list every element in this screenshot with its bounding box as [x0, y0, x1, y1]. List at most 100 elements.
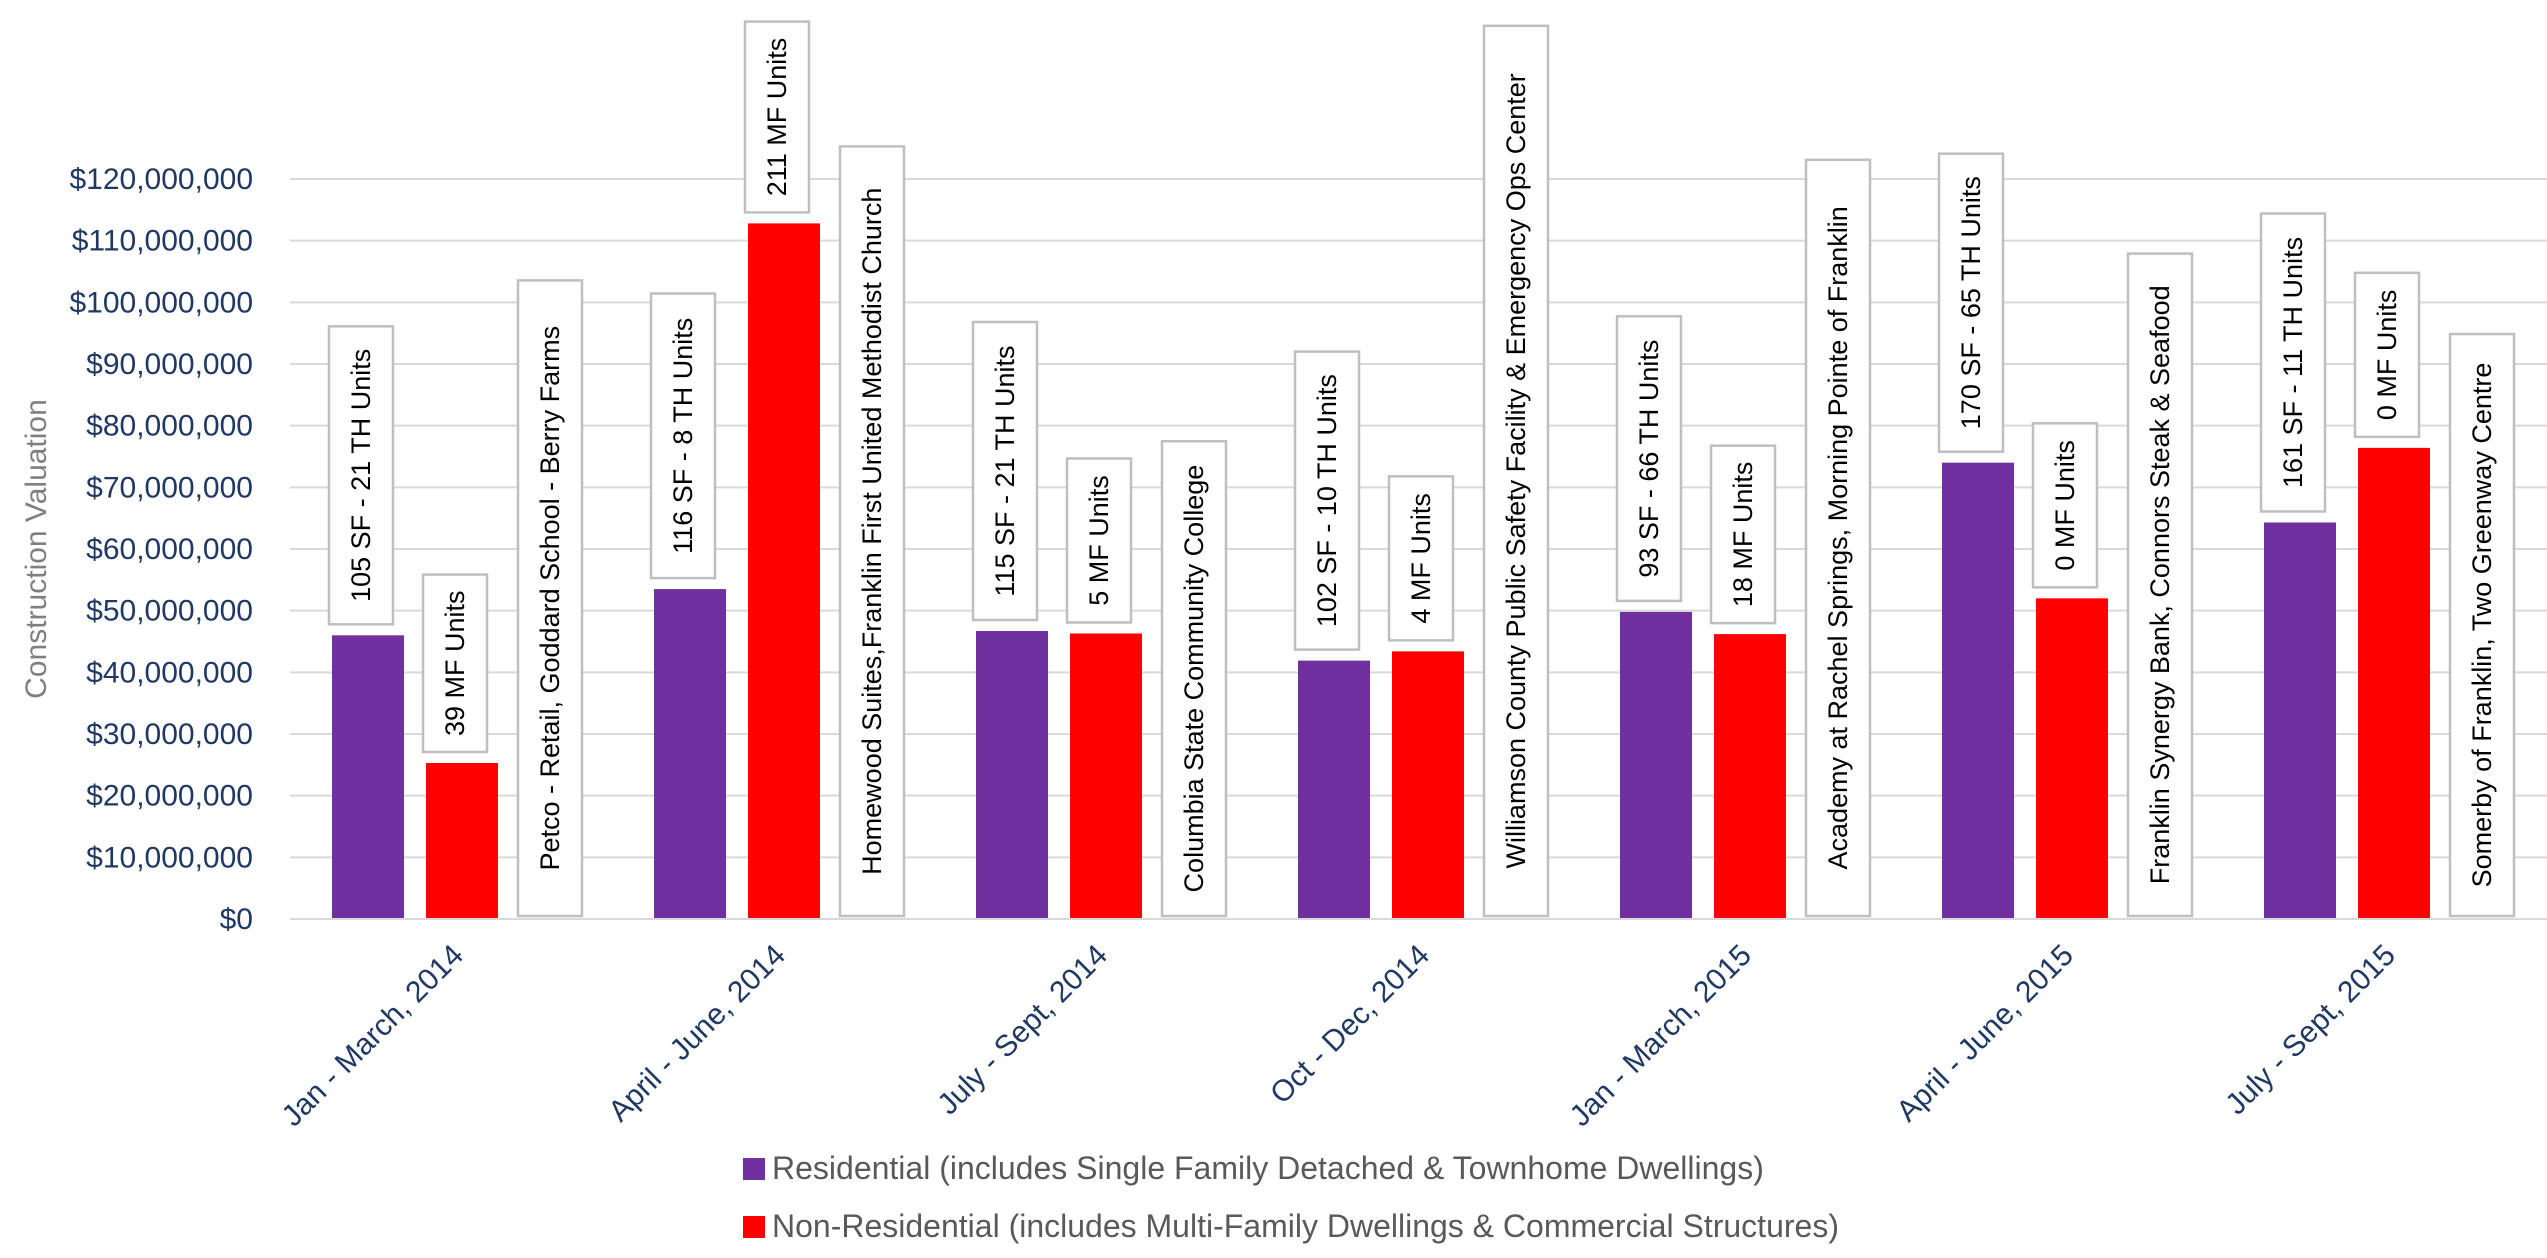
non-residential-data-label-text: 211 MF Units [762, 38, 792, 197]
x-tick-label: April - June, 2015 [1890, 939, 2080, 1129]
legend-entry: Residential (includes Single Family Deta… [772, 1150, 1764, 1186]
project-label: Williamson County Public Safety Facility… [1482, 24, 1550, 918]
project-labels: Petco - Retail, Goddard School - Berry F… [516, 24, 2516, 918]
project-label-text: Franklin Synergy Bank, Connors Steak & S… [2145, 285, 2175, 884]
y-axis-label: Construction Valuation [20, 399, 53, 699]
non-residential-bar [2358, 447, 2430, 919]
residential-data-label-text: 102 SF - 10 TH Units [1312, 374, 1342, 627]
non-residential-data-label-text: 18 MF Units [1728, 462, 1758, 608]
residential-data-label-box [1937, 152, 2005, 453]
non-residential-data-label: 18 MF Units [1709, 444, 1777, 625]
residential-data-label-box [971, 320, 1039, 622]
project-label: Somerby of Franklin, Two Greenway Centre [2448, 332, 2516, 918]
project-label: Academy at Rachel Springs, Morning Point… [1804, 158, 1872, 918]
project-label-text: Homewood Suites,Franklin First United Me… [857, 188, 887, 875]
non-residential-data-label-text: 4 MF Units [1406, 493, 1436, 624]
x-tick-label: Jan - March, 2014 [276, 939, 470, 1133]
project-label: Franklin Synergy Bank, Connors Steak & S… [2126, 252, 2194, 918]
project-label-box [516, 279, 584, 918]
residential-data-label-box [1615, 315, 1683, 603]
project-label-text: Somerby of Franklin, Two Greenway Centre [2467, 363, 2497, 888]
non-residential-data-label-box [1387, 475, 1455, 642]
residential-data-label-box [1293, 350, 1361, 651]
non-residential-data-label: 5 MF Units [1065, 457, 1133, 624]
y-tick-label: $40,000,000 [86, 656, 253, 689]
y-axis-ticks: $0 $10,000,000 $20,000,000 $30,000,000 $40,0… [69, 163, 253, 936]
legend-swatch [743, 1158, 765, 1180]
non-residential-data-label-box [743, 20, 811, 214]
residential-data-label: 102 SF - 10 TH Units [1293, 350, 1361, 651]
project-label-box [838, 145, 906, 918]
non-residential-bar [2036, 598, 2108, 919]
residential-bar [976, 631, 1048, 919]
data-labels: 105 SF - 21 TH Units 39 MF Units 116 SF - … [327, 20, 2421, 754]
residential-data-label-text: 116 SF - 8 TH Units [668, 318, 698, 554]
residential-bar [654, 589, 726, 919]
project-label-text: Columbia State Community College [1179, 465, 1209, 893]
project-label: Petco - Retail, Goddard School - Berry F… [516, 279, 584, 918]
residential-bar [1298, 660, 1370, 919]
non-residential-data-label: 0 MF Units [2353, 271, 2421, 439]
non-residential-data-label: 39 MF Units [421, 573, 489, 754]
non-residential-data-label: 0 MF Units [2031, 422, 2099, 589]
project-label-text: Williamson County Public Safety Facility… [1501, 73, 1531, 868]
x-tick-label: April - June, 2014 [602, 939, 792, 1129]
non-residential-data-label-text: 0 MF Units [2372, 290, 2402, 421]
x-tick-label: July - Sept, 2014 [931, 939, 1114, 1122]
project-label-box [1804, 158, 1872, 918]
residential-data-label: 115 SF - 21 TH Units [971, 320, 1039, 622]
y-tick-label: $120,000,000 [69, 163, 253, 196]
non-residential-bar [1714, 634, 1786, 919]
legend: Residential (includes Single Family Deta… [743, 1150, 1839, 1244]
non-residential-data-label-box [1065, 457, 1133, 624]
legend-entry: Non-Residential (includes Multi-Family D… [772, 1208, 1839, 1244]
project-label: Columbia State Community College [1160, 439, 1228, 918]
x-axis-ticks: Jan - March, 2014 April - June, 2014 July … [276, 939, 2402, 1133]
non-residential-bar [426, 762, 498, 919]
non-residential-data-label-box [2353, 271, 2421, 439]
residential-data-label-text: 93 SF - 66 TH Units [1634, 340, 1664, 578]
non-residential-data-label: 211 MF Units [743, 20, 811, 214]
residential-bar [2264, 522, 2336, 919]
residential-bar [1620, 611, 1692, 919]
non-residential-bar [748, 223, 820, 919]
y-tick-label: $100,000,000 [69, 286, 253, 319]
non-residential-data-label-box [421, 573, 489, 754]
residential-data-label-text: 161 SF - 11 TH Units [2278, 237, 2308, 488]
non-residential-data-label-box [1709, 444, 1777, 625]
y-tick-label: $0 [220, 903, 253, 936]
y-tick-label: $90,000,000 [86, 348, 253, 381]
residential-data-label-text: 170 SF - 65 TH Units [1956, 176, 1986, 429]
project-label-text: Academy at Rachel Springs, Morning Point… [1823, 206, 1853, 869]
residential-bar [1942, 462, 2014, 919]
x-tick-label: Jan - March, 2015 [1564, 939, 1758, 1133]
project-label-box [1160, 439, 1228, 918]
bars [332, 223, 2430, 919]
project-label: Homewood Suites,Franklin First United Me… [838, 145, 906, 918]
y-tick-label: $10,000,000 [86, 841, 253, 874]
residential-data-label-box [2259, 212, 2327, 513]
non-residential-data-label-text: 0 MF Units [2050, 440, 2080, 571]
project-label-box [2448, 332, 2516, 918]
residential-data-label-text: 105 SF - 21 TH Units [346, 349, 376, 602]
residential-data-label: 105 SF - 21 TH Units [327, 325, 395, 626]
legend-swatch [743, 1216, 765, 1238]
residential-data-label-box [327, 325, 395, 626]
residential-data-label: 93 SF - 66 TH Units [1615, 315, 1683, 603]
non-residential-data-label-box [2031, 422, 2099, 589]
residential-data-label-text: 115 SF - 21 TH Units [990, 345, 1020, 596]
residential-data-label-box [649, 292, 717, 580]
non-residential-data-label: 4 MF Units [1387, 475, 1455, 642]
y-tick-label: $30,000,000 [86, 718, 253, 751]
y-tick-label: $60,000,000 [86, 533, 253, 566]
x-tick-label: July - Sept, 2015 [2219, 939, 2402, 1122]
non-residential-data-label-text: 5 MF Units [1084, 475, 1114, 606]
residential-data-label: 116 SF - 8 TH Units [649, 292, 717, 580]
y-tick-label: $80,000,000 [86, 410, 253, 443]
y-tick-label: $20,000,000 [86, 780, 253, 813]
residential-bar [332, 635, 404, 919]
non-residential-bar [1070, 633, 1142, 919]
y-tick-label: $110,000,000 [72, 225, 253, 258]
project-label-box [1482, 24, 1550, 918]
